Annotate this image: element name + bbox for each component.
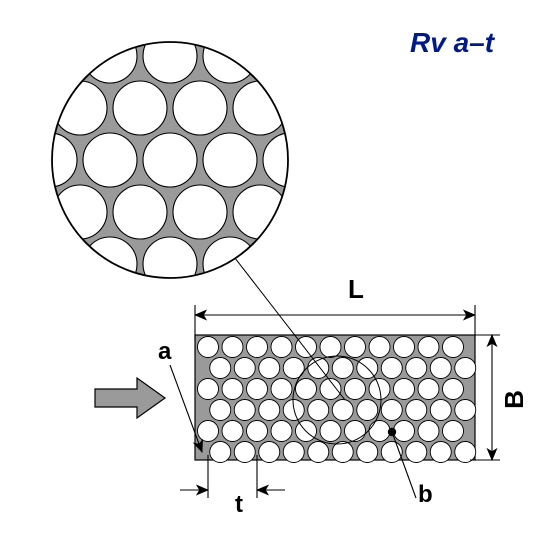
dim-label-a: a (158, 338, 171, 366)
dim-label-B: B (499, 390, 530, 409)
dim-label-b: b (418, 481, 433, 509)
dim-label-L: L (348, 274, 364, 305)
leader-b-dot (388, 428, 396, 436)
formula-title: Rv a–t (410, 27, 494, 59)
dim-label-t: t (235, 491, 243, 519)
perforated-sheet (195, 335, 476, 463)
flow-arrow-icon (95, 378, 165, 418)
